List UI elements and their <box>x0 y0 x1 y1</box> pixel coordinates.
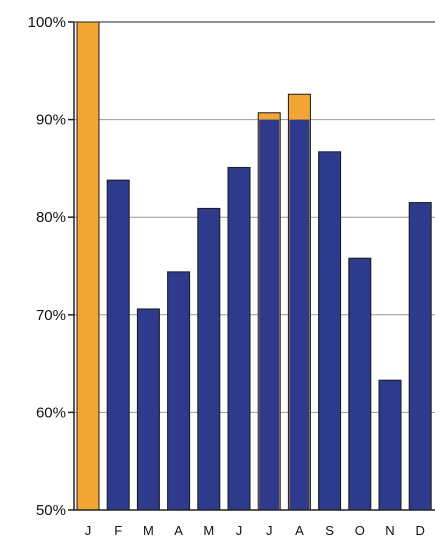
bar-10 <box>378 379 402 511</box>
axes <box>68 21 435 511</box>
bar-1 <box>106 179 130 511</box>
y-tick-labels: 50% 60% 70% 80% 90% 100% <box>28 14 66 519</box>
x-tick-label-1: F <box>114 523 122 538</box>
x-tick-label-2: M <box>143 523 154 538</box>
y-tick-label-0: 50% <box>36 502 66 519</box>
bar-0 <box>76 21 100 511</box>
bar-overlay-6 <box>259 119 280 510</box>
bar-5 <box>227 166 251 511</box>
x-tick-label-4: M <box>203 523 214 538</box>
bar-3 <box>167 271 191 511</box>
bar-9 <box>348 257 372 511</box>
x-tick-label-3: A <box>174 523 183 538</box>
bar-8 <box>318 151 342 511</box>
y-tick-label-1: 60% <box>36 404 66 421</box>
bar-4 <box>197 207 221 511</box>
x-tick-label-5: J <box>236 523 243 538</box>
bars <box>76 21 432 511</box>
x-tick-label-0: J <box>85 523 92 538</box>
bar-overlay-7 <box>289 119 310 510</box>
bar-11 <box>408 202 432 511</box>
y-tick-label-5: 100% <box>28 14 66 31</box>
x-tick-label-11: D <box>416 523 425 538</box>
y-tick-label-2: 70% <box>36 307 66 324</box>
x-tick-label-10: N <box>385 523 394 538</box>
x-tick-label-7: A <box>295 523 304 538</box>
x-tick-label-9: O <box>355 523 365 538</box>
y-tick-label-4: 90% <box>36 112 66 129</box>
x-tick-label-8: S <box>325 523 334 538</box>
x-tick-label-6: J <box>266 523 273 538</box>
bar-2 <box>136 308 160 511</box>
y-tick-label-3: 80% <box>36 209 66 226</box>
